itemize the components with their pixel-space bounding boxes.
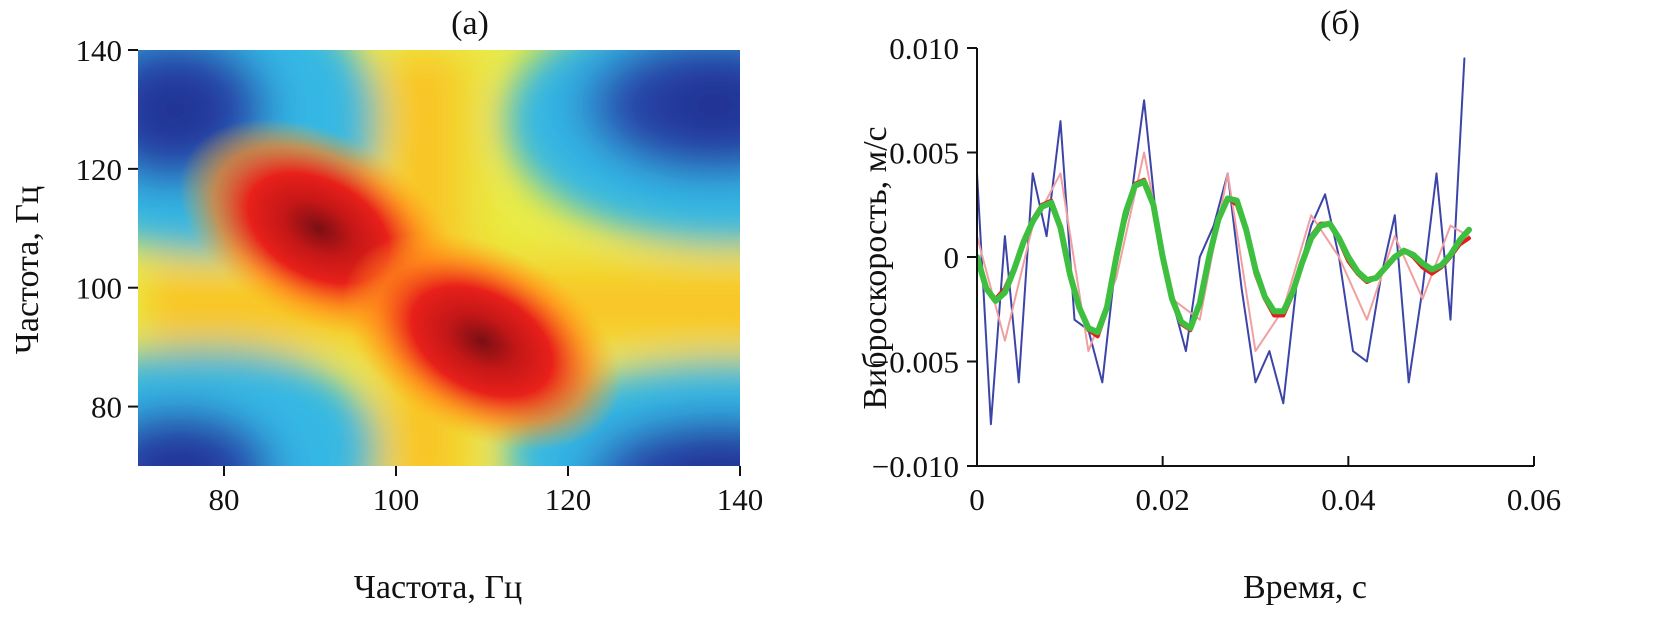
heatmap-peak-lower xyxy=(342,231,622,451)
line-y-axis-title: Виброскорость, м/с xyxy=(857,126,894,409)
heatmap-x-tick-label: 100 xyxy=(373,482,420,517)
panel-label-a: (a) xyxy=(451,5,489,42)
heatmap-y-tick-label: 100 xyxy=(76,271,123,306)
heatmap-blue-bl xyxy=(138,385,310,466)
line-panel: (б) 0 0.02 0.04 0.06 −0.010 −0.005 0 0.005 0.010… xyxy=(857,5,1561,606)
heatmap-y-tick-label: 80 xyxy=(91,390,122,425)
heatmap-y-axis-title: Частота, Гц xyxy=(9,186,46,354)
line-y-tick-label: 0 xyxy=(944,240,960,275)
line-series-group xyxy=(977,57,1472,426)
heatmap-y-tick-label: 140 xyxy=(76,33,123,68)
line-x-axis-title: Время, с xyxy=(1243,569,1367,606)
line-y-tick-label: −0.005 xyxy=(872,345,959,380)
heatmap-x-tick-label: 120 xyxy=(545,482,592,517)
heatmap-x-tick-label: 80 xyxy=(209,482,240,517)
line-x-tick-label: 0.02 xyxy=(1136,482,1190,517)
line-x-tick-label: 0.04 xyxy=(1321,482,1376,517)
line-x-tick-label: 0 xyxy=(969,482,985,517)
heatmap-x-tick-label: 140 xyxy=(717,482,764,517)
heatmap-area xyxy=(138,50,740,466)
line-y-tick-label: 0.005 xyxy=(889,136,959,171)
line-y-tick-label: −0.010 xyxy=(872,449,959,484)
heatmap-blue-br xyxy=(541,395,740,466)
panel-label-b: (б) xyxy=(1320,5,1360,42)
line-axes: 0 0.02 0.04 0.06 −0.010 −0.005 0 0.005 0.010 xyxy=(872,31,1561,517)
heatmap-x-axis-title: Частота, Гц xyxy=(354,569,522,606)
heatmap-blue-tr xyxy=(535,50,740,205)
line-x-tick-label: 0.06 xyxy=(1507,482,1561,517)
line-series-0 xyxy=(977,57,1466,426)
line-y-tick-label: 0.010 xyxy=(889,31,959,66)
heatmap-axes: 80 100 120 140 80 100 120 140 xyxy=(76,33,764,517)
line-series-3 xyxy=(977,178,1472,336)
heatmap-y-tick-label: 120 xyxy=(76,152,123,187)
line-series-1 xyxy=(977,151,1470,353)
